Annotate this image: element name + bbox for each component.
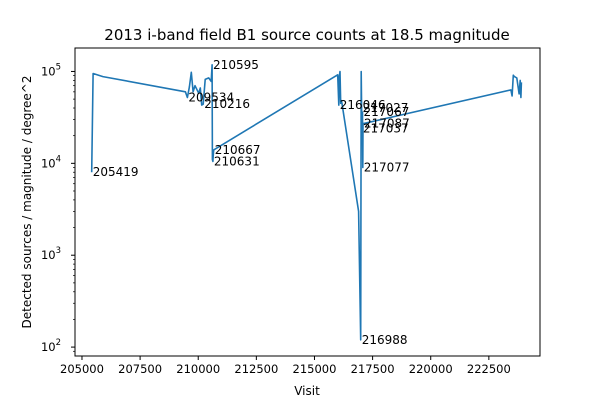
y-tick-label: 102 (41, 338, 61, 354)
visit-annotation: 210216 (204, 97, 250, 111)
x-tick-label: 205000 (60, 362, 104, 376)
y-tick-label: 103 (41, 246, 61, 262)
chart-title: 2013 i-band field B1 source counts at 18… (104, 26, 509, 44)
x-tick-label: 220000 (409, 362, 453, 376)
visit-annotation: 217027 (363, 101, 409, 115)
plot-frame (74, 47, 541, 357)
visit-annotation: 216046 (340, 98, 386, 112)
visit-annotation: 217067 (364, 105, 410, 119)
x-axis: 205000 207500 210000 212500 215000 217500 2200… (60, 356, 511, 376)
y-tick-label: 104 (41, 154, 61, 170)
visit-annotation: 210631 (214, 154, 260, 168)
visit-annotation: 209534 (188, 91, 234, 105)
visit-annotation: 217037 (363, 121, 409, 135)
visit-annotation: 217087 (364, 117, 410, 131)
y-tick-label: 105 (41, 62, 61, 78)
visit-annotation: 210667 (215, 143, 261, 157)
x-tick-label: 210000 (176, 362, 220, 376)
series-layer (90, 64, 523, 341)
x-tick-label: 217500 (351, 362, 395, 376)
x-tick-label: 207500 (118, 362, 162, 376)
visit-annotation: 205419 (93, 165, 139, 179)
x-tick-label: 222500 (467, 362, 511, 376)
series-line (90, 64, 523, 341)
visit-annotation: 216988 (362, 333, 408, 347)
x-tick-label: 212500 (234, 362, 278, 376)
visit-annotation: 210595 (213, 58, 259, 72)
y-axis-label: Detected sources / magnitude / degree^2 (20, 76, 34, 329)
x-tick-label: 215000 (293, 362, 337, 376)
y-axis: 102 103 104 105 (41, 62, 75, 354)
visit-annotation: 217077 (364, 161, 410, 175)
x-axis-label: Visit (294, 384, 320, 398)
